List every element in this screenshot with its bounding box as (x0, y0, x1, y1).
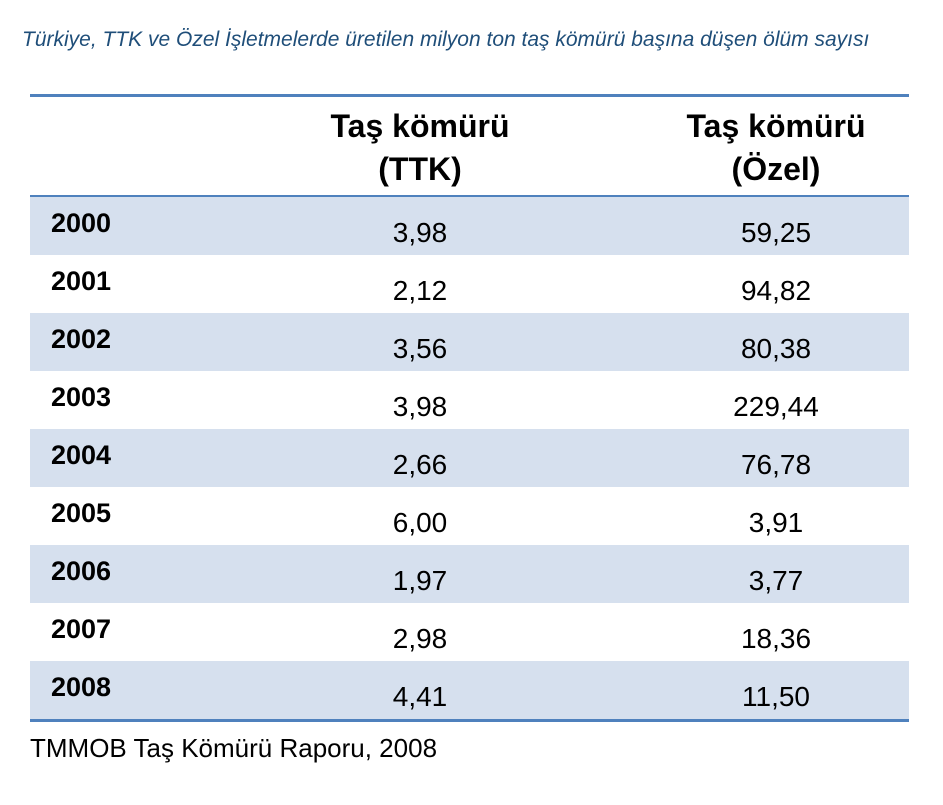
table-row: 2006 1,97 3,77 (30, 545, 909, 603)
table-row: 2004 2,66 76,78 (30, 429, 909, 487)
row-ozel-value: 3,91 (748, 507, 804, 538)
table-row: 2008 4,41 11,50 (30, 661, 909, 719)
row-ozel-value: 59,25 (740, 217, 812, 248)
table-row: 2003 3,98 229,44 (30, 371, 909, 429)
row-ttk-value: 1,97 (392, 565, 448, 596)
row-ttk-value: 4,41 (392, 681, 448, 712)
table-row: 2005 6,00 3,91 (30, 487, 909, 545)
column-header-ozel-line2: (Özel) (731, 151, 821, 187)
row-ttk-value: 2,98 (392, 623, 448, 654)
row-ttk-value: 6,00 (392, 507, 448, 538)
table-row: 2002 3,56 80,38 (30, 313, 909, 371)
row-year: 2008 (51, 672, 112, 702)
row-year: 2004 (51, 440, 112, 470)
row-ttk-value: 2,66 (392, 449, 448, 480)
row-ttk-value: 3,98 (392, 391, 448, 422)
column-header-ttk-line2: (TTK) (378, 151, 462, 187)
table-row: 2000 3,98 59,25 (30, 197, 909, 255)
table-bottom-rule (30, 719, 909, 722)
deaths-table: Taş kömürü (TTK) Taş kömürü (Özel) 2000 … (30, 94, 909, 722)
row-ozel-value: 3,77 (748, 565, 804, 596)
row-ozel-value: 80,38 (740, 333, 812, 364)
row-ozel-value: 94,82 (740, 275, 812, 306)
row-ttk-value: 3,98 (392, 217, 448, 248)
column-header-ttk: Taş kömürü (TTK) (270, 105, 570, 191)
column-header-ozel-line1: Taş kömürü (686, 108, 866, 144)
row-ozel-value: 229,44 (733, 391, 819, 422)
table-top-rule (30, 94, 909, 97)
row-ozel-value: 76,78 (740, 449, 812, 480)
source-note: TMMOB Taş Kömürü Raporu, 2008 (30, 733, 438, 763)
row-year: 2003 (51, 382, 112, 412)
column-header-ozel: Taş kömürü (Özel) (626, 105, 926, 191)
row-ozel-value: 11,50 (742, 681, 810, 712)
column-header-ttk-line1: Taş kömürü (330, 108, 510, 144)
row-ttk-value: 3,56 (392, 333, 448, 364)
row-ozel-value: 18,36 (740, 623, 812, 654)
table-row: 2001 2,12 94,82 (30, 255, 909, 313)
table-header: Taş kömürü (TTK) Taş kömürü (Özel) (30, 97, 909, 197)
row-year: 2000 (51, 208, 112, 238)
row-year: 2001 (51, 266, 112, 296)
page-title: Türkiye, TTK ve Özel İşletmelerde üretil… (22, 28, 870, 51)
table-row: 2007 2,98 18,36 (30, 603, 909, 661)
row-year: 2007 (51, 614, 112, 644)
row-year: 2006 (51, 556, 112, 586)
row-year: 2005 (51, 498, 112, 528)
row-ttk-value: 2,12 (392, 275, 448, 306)
row-year: 2002 (51, 324, 112, 354)
